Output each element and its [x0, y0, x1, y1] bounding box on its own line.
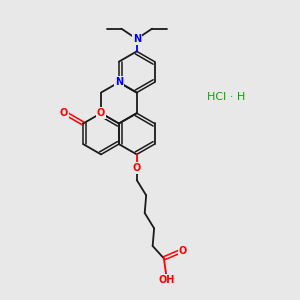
- Text: HCl · H: HCl · H: [207, 92, 246, 102]
- Text: O: O: [97, 108, 105, 118]
- Text: O: O: [60, 108, 68, 118]
- Text: O: O: [133, 163, 141, 173]
- Text: OH: OH: [158, 275, 175, 285]
- Text: N: N: [133, 34, 141, 44]
- Text: N: N: [115, 77, 123, 87]
- Text: O: O: [178, 246, 187, 256]
